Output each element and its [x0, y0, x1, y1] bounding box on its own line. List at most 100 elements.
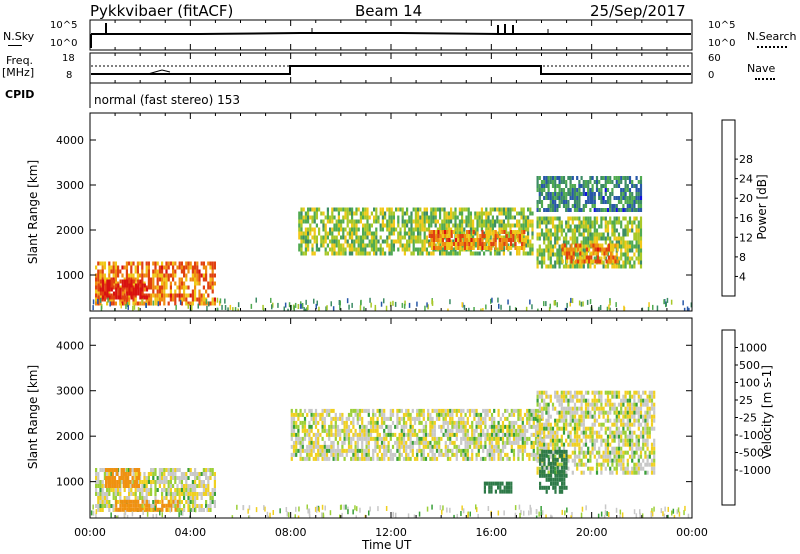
heatmap-cell	[183, 504, 186, 508]
heatmap-cell	[524, 243, 527, 248]
heatmap-cell	[105, 468, 108, 472]
heatmap-cell	[99, 273, 102, 278]
heatmap-cell	[540, 188, 544, 192]
heatmap-cell	[137, 283, 140, 288]
heatmap-cell	[398, 444, 401, 449]
heatmap-cell	[488, 234, 491, 238]
heatmap-cell	[611, 390, 614, 395]
heatmap-cell	[558, 446, 561, 451]
heatmap-cell	[216, 307, 218, 311]
heatmap-cell	[394, 440, 397, 445]
heatmap-cell	[450, 215, 453, 220]
heatmap-cell	[290, 444, 293, 449]
heatmap-cell	[584, 390, 588, 395]
heatmap-cell	[531, 231, 534, 236]
heatmap-cell	[99, 488, 102, 492]
heatmap-cell	[169, 289, 172, 294]
heatmap-cell	[631, 438, 634, 443]
heatmap-cell	[628, 208, 632, 212]
heatmap-cell	[207, 293, 210, 298]
heatmap-cell	[300, 235, 303, 240]
heatmap-cell	[425, 247, 428, 252]
heatmap-cell	[549, 394, 552, 399]
heatmap-cell	[141, 277, 144, 282]
heatmap-cell	[299, 448, 302, 453]
heatmap-cell	[401, 215, 404, 220]
heatmap-cell	[324, 239, 327, 244]
heatmap-cell	[516, 251, 519, 256]
heatmap-cell	[139, 503, 142, 508]
heatmap-cell	[420, 456, 423, 461]
heatmap-cell	[473, 307, 475, 311]
heatmap-cell	[191, 480, 194, 484]
heatmap-cell	[456, 231, 459, 236]
heatmap-cell	[167, 503, 171, 508]
heatmap-cell	[543, 184, 546, 188]
heatmap-cell	[495, 428, 498, 433]
heatmap-cell	[507, 235, 510, 240]
heatmap-cell	[598, 256, 601, 261]
heatmap-cell	[558, 188, 561, 192]
heatmap-cell	[540, 220, 544, 225]
heatmap-cell	[314, 416, 318, 421]
heatmap-cell	[386, 235, 389, 240]
heatmap-cell	[321, 452, 324, 457]
heatmap-cell	[571, 216, 574, 221]
heatmap-cell	[141, 295, 144, 300]
heatmap-cell	[334, 420, 337, 425]
heatmap-cell	[383, 440, 386, 445]
heatmap-cell	[620, 410, 623, 415]
heatmap-cell	[126, 291, 129, 296]
heatmap-cell	[551, 224, 555, 229]
heatmap-cell	[180, 261, 183, 266]
heatmap-cell	[474, 227, 477, 232]
heatmap-cell	[513, 223, 516, 228]
heatmap-cell	[202, 484, 205, 488]
heatmap-cell	[319, 416, 322, 421]
heatmap-cell	[132, 503, 135, 508]
heatmap-cell	[461, 227, 464, 232]
heatmap-cell	[406, 247, 409, 252]
heatmap-cell	[301, 440, 304, 445]
heatmap-cell	[639, 462, 643, 467]
heatmap-cell	[425, 219, 428, 224]
heatmap-cell	[433, 246, 436, 250]
heatmap-cell	[511, 207, 514, 212]
heatmap-cell	[582, 224, 585, 229]
heatmap-cell	[613, 236, 616, 241]
heatmap-cell	[161, 285, 164, 290]
heatmap-cell	[637, 228, 640, 233]
heatmap-cell	[598, 430, 601, 435]
heatmap-cell	[591, 240, 594, 245]
heatmap-cell	[537, 424, 540, 429]
heatmap-cell	[421, 215, 424, 220]
heatmap-cell	[606, 402, 610, 407]
heatmap-cell	[417, 223, 420, 228]
heatmap-cell	[345, 420, 348, 425]
heatmap-cell	[497, 448, 500, 453]
heatmap-cell	[576, 228, 579, 233]
heatmap-cell	[300, 239, 303, 244]
heatmap-cell	[126, 507, 129, 512]
heatmap-cell	[584, 184, 588, 188]
heatmap-cell	[628, 430, 632, 435]
heatmap-cell	[105, 480, 108, 484]
heatmap-cell	[367, 408, 370, 413]
heatmap-cell	[615, 406, 618, 411]
heatmap-cell	[567, 454, 570, 459]
heatmap-cell	[362, 251, 365, 256]
heatmap-cell	[620, 208, 623, 212]
heatmap-cell	[420, 448, 423, 453]
heatmap-cell	[549, 232, 552, 237]
heatmap-cell	[457, 246, 460, 250]
heatmap-cell	[95, 472, 98, 476]
heatmap-cell	[620, 264, 623, 269]
heatmap-cell	[152, 285, 155, 290]
heatmap-cell	[518, 238, 521, 242]
heatmap-cell	[348, 227, 351, 232]
heatmap-cell	[427, 432, 430, 437]
heatmap-cell	[110, 279, 113, 284]
heatmap-cell	[377, 247, 380, 252]
heatmap-cell	[483, 242, 486, 246]
heatmap-cell	[158, 265, 161, 270]
